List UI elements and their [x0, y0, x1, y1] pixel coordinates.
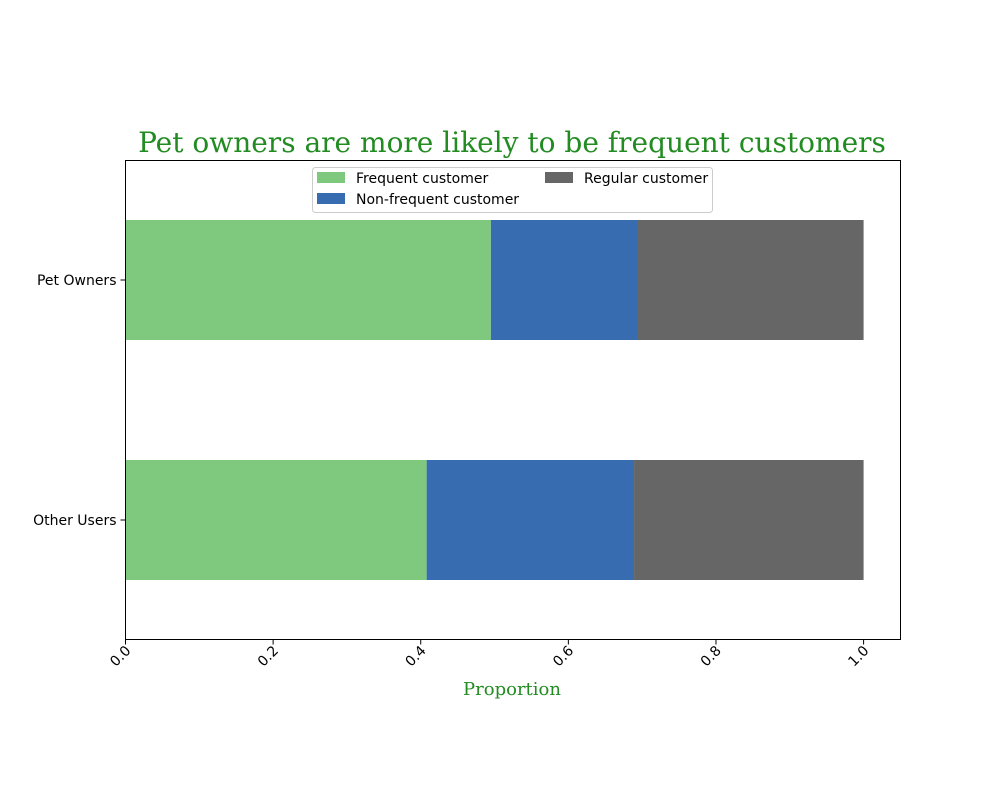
y-tick-label: Pet Owners	[37, 273, 117, 289]
legend-box	[312, 167, 713, 213]
x-tick-label: 0.8	[698, 643, 725, 670]
legend-swatch	[317, 193, 345, 204]
bar-other-users-non-frequent-customer	[426, 460, 635, 580]
legend: Frequent customer Non-frequent customer Re…	[312, 167, 713, 213]
bar-pet-owners-regular-customer	[637, 220, 864, 340]
bars-layer	[125, 220, 864, 580]
x-tick-label: 1.0	[845, 643, 872, 670]
bar-other-users-regular-customer	[634, 460, 864, 580]
x-axis: 0.0 0.2 0.4 0.6 0.8 1.0	[107, 639, 872, 670]
legend-swatch	[545, 172, 573, 183]
x-axis-label: Proportion	[463, 679, 561, 700]
legend-label: Non-frequent customer	[356, 192, 519, 208]
bar-pet-owners-non-frequent-customer	[490, 220, 637, 340]
chart-title: Pet owners are more likely to be frequen…	[138, 126, 886, 159]
y-tick-label: Other Users	[33, 513, 116, 529]
legend-swatch	[317, 172, 345, 183]
x-tick-label: 0.6	[550, 643, 577, 670]
bar-pet-owners-frequent-customer	[125, 220, 491, 340]
x-tick-label: 0.4	[403, 643, 430, 670]
x-tick-label: 0.0	[107, 643, 134, 670]
plot-frame	[125, 160, 901, 640]
bar-other-users-frequent-customer	[125, 460, 427, 580]
x-tick-label: 0.2	[255, 643, 282, 670]
legend-label: Regular customer	[584, 171, 708, 187]
legend-label: Frequent customer	[356, 171, 488, 187]
y-axis: Pet Owners Other Users	[33, 273, 126, 529]
